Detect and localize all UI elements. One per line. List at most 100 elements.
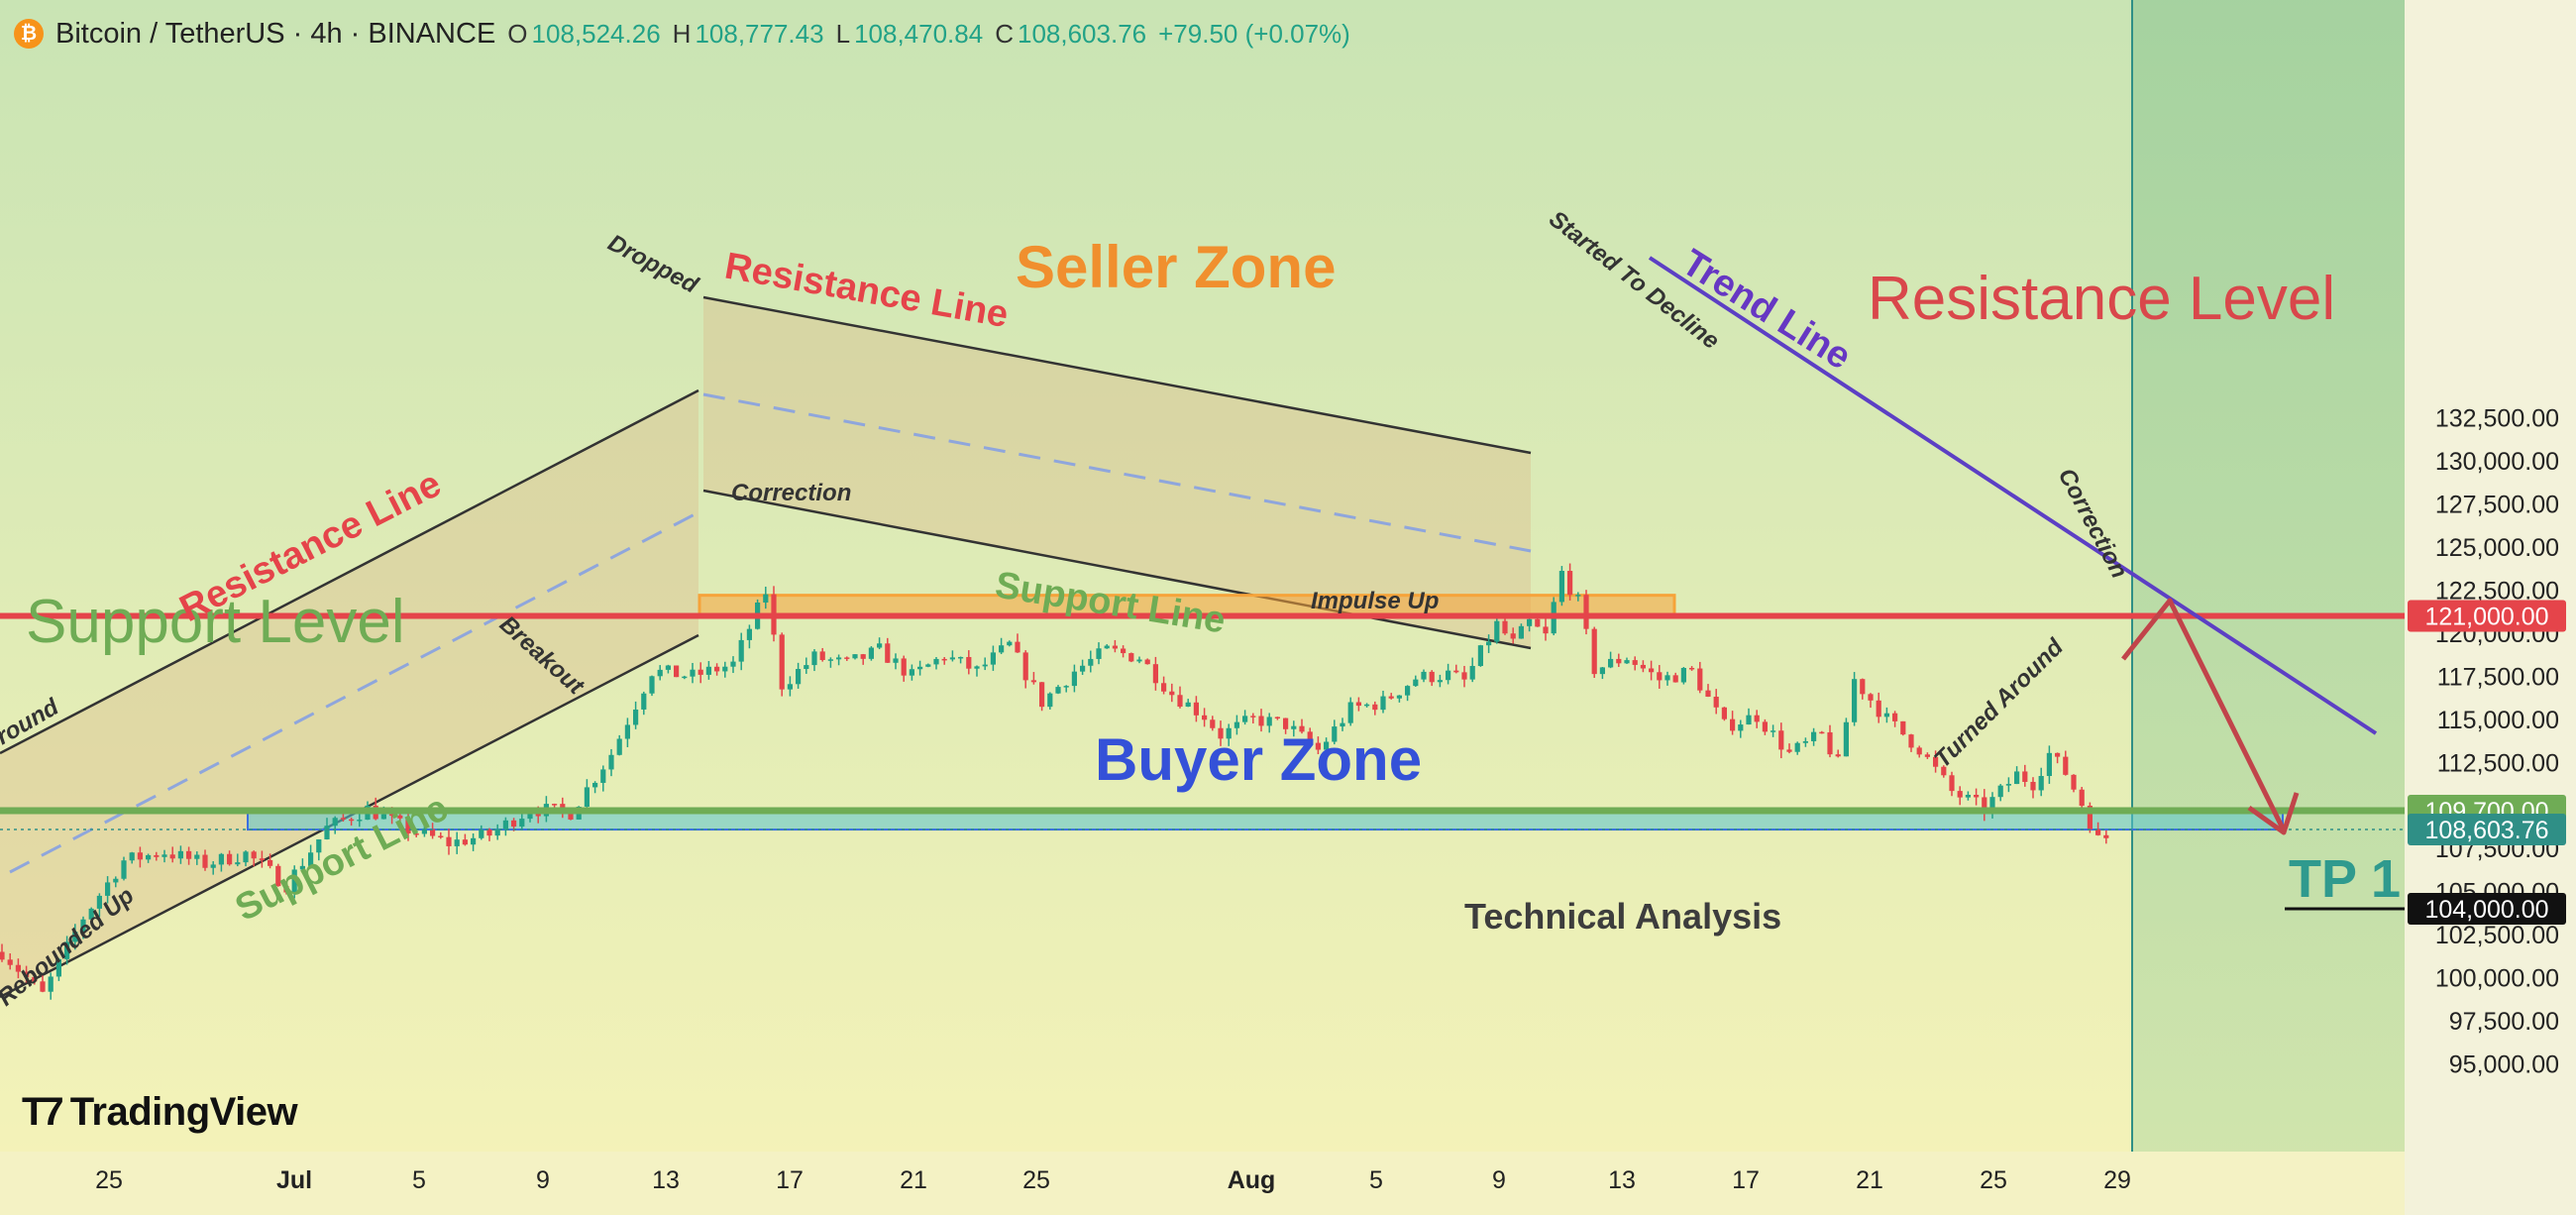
candle-body <box>958 656 964 659</box>
price-axis[interactable]: 95,000.0097,500.00100,000.00102,500.0010… <box>2408 405 2566 1079</box>
candle-body <box>48 976 54 992</box>
candle-body <box>235 862 241 865</box>
candle-body <box>2038 776 2044 791</box>
candle-body <box>446 836 452 846</box>
candle-body <box>1680 667 1686 683</box>
candle-body <box>1510 633 1516 639</box>
candle-body <box>1835 754 1841 757</box>
price-tick-label: 100,000.00 <box>2435 965 2559 993</box>
resistance-price-tag-bg <box>2408 600 2566 632</box>
candle-body <box>324 826 330 839</box>
candle-body <box>1218 727 1224 739</box>
candle-body <box>1713 697 1719 708</box>
candle-body <box>633 709 639 725</box>
candle-body <box>1689 667 1695 670</box>
candle-body <box>852 654 858 659</box>
candle-body <box>0 951 5 960</box>
candle-body <box>1315 742 1321 750</box>
candle-body <box>1608 658 1614 668</box>
time-tick-label: 25 <box>95 1166 123 1194</box>
candle-body <box>1469 665 1475 680</box>
candle-body <box>1949 775 1955 792</box>
tradingview-logo[interactable]: T7 TradingView <box>22 1090 298 1135</box>
candle-body <box>1802 740 1808 743</box>
candle-body <box>1762 721 1768 732</box>
candle-body <box>560 804 566 811</box>
overlay-group <box>0 256 2405 911</box>
candle-body <box>682 676 688 679</box>
candle-body <box>1446 670 1451 681</box>
trend-line <box>1648 256 2378 735</box>
resistance-level-label: Resistance Level <box>1868 265 2335 333</box>
time-tick-label: 17 <box>776 1166 804 1194</box>
candle-body <box>1811 731 1817 741</box>
candle-body <box>113 878 119 883</box>
candle-body <box>1372 704 1378 711</box>
candle-body <box>299 865 305 870</box>
candle-body <box>96 895 102 909</box>
candle-body <box>535 813 541 817</box>
time-tick-label: 21 <box>1856 1166 1883 1194</box>
candle-body <box>1177 695 1183 708</box>
candle-body <box>1047 693 1053 708</box>
candle-body <box>600 769 606 783</box>
candle-body <box>1535 618 1541 627</box>
candle-body <box>1030 680 1036 683</box>
candle-body <box>1502 620 1508 634</box>
candle-body <box>1429 671 1435 683</box>
candle-body <box>552 804 558 806</box>
candle-body <box>202 854 208 868</box>
ascending-channel-fill <box>0 390 698 997</box>
candle-body <box>283 886 289 893</box>
candle-body <box>1112 645 1118 649</box>
candle-body <box>527 813 533 820</box>
candle-body <box>1616 658 1622 664</box>
channel-group <box>0 295 2284 999</box>
candle-body <box>657 669 663 677</box>
candle-body <box>941 658 947 661</box>
projection-path <box>2121 598 2287 832</box>
candle-body <box>1575 595 1581 597</box>
price-tick-label: 132,500.00 <box>2435 405 2559 433</box>
candle-body <box>1989 797 1995 814</box>
candle-body <box>1096 648 1102 659</box>
time-tick-label: Jul <box>276 1166 312 1194</box>
candle-body <box>868 647 874 659</box>
time-tick-label: 17 <box>1732 1166 1760 1194</box>
correction-mid-label: Correction <box>731 480 851 506</box>
candle-body <box>1121 648 1127 654</box>
candle-body <box>511 820 517 828</box>
candle-body <box>624 724 630 739</box>
candle-body <box>146 854 152 860</box>
ohlc-close: C 108,603.76 <box>995 18 1147 49</box>
candle-body <box>15 964 21 972</box>
candle-body <box>1283 718 1289 729</box>
candle-body <box>568 810 574 820</box>
candle-body <box>2055 752 2061 757</box>
candle-body <box>1144 659 1150 665</box>
candle-body <box>1640 664 1646 669</box>
symbol-header[interactable]: ₿ Bitcoin / TetherUS · 4h · BINANCE O 108… <box>14 14 1350 54</box>
candle-body <box>1453 670 1459 673</box>
candle-body <box>1754 715 1760 722</box>
candle-body <box>1868 694 1874 701</box>
candle-body <box>705 666 711 675</box>
candle-body <box>55 958 61 977</box>
tp1-label: TP 1 <box>2289 849 2401 909</box>
time-tick-label: 5 <box>1369 1166 1383 1194</box>
candle-body <box>227 853 233 865</box>
candle-body <box>917 666 923 670</box>
candle-body <box>1015 641 1020 653</box>
candle-body <box>24 971 30 977</box>
candle-body <box>933 658 939 665</box>
candle-body <box>1405 686 1411 696</box>
candle-body <box>129 852 135 861</box>
candle-body <box>1396 695 1402 699</box>
candle-body <box>1347 702 1353 723</box>
candle-body <box>275 865 281 887</box>
candle-body <box>665 665 671 670</box>
candle-body <box>827 659 833 661</box>
time-axis[interactable]: 25 Jul 5 9 13 17 21 25 Aug 5 9 13 17 21 25 29 <box>95 1166 2131 1194</box>
price-tick-label: 127,500.00 <box>2435 492 2559 519</box>
